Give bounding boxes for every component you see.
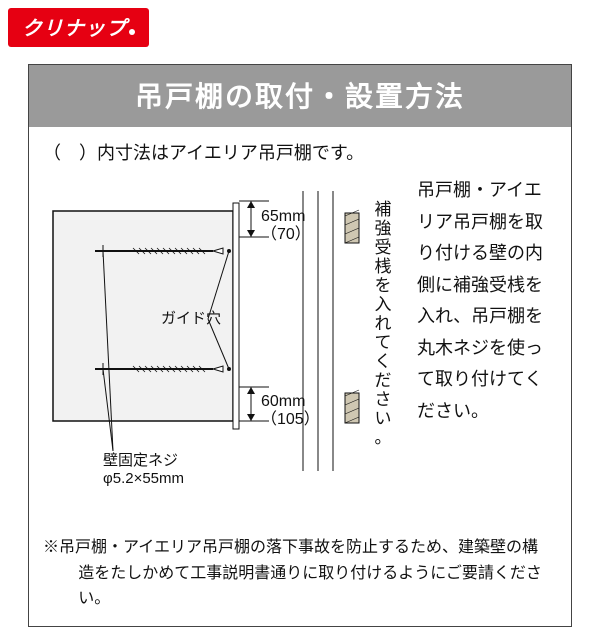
brand-dot-icon: [129, 29, 135, 35]
brand-logo: クリナップ: [8, 8, 149, 47]
svg-text:（70）: （70）: [261, 225, 311, 243]
instruction-text: 吊戸棚・アイエリア吊戸棚を取り付ける壁の内側に補強受桟を入れ、吊戸棚を丸木ネジを…: [417, 175, 557, 427]
svg-text:て: て: [375, 333, 392, 352]
svg-text:（105）: （105）: [261, 410, 320, 428]
panel-content: 65mm（70） 60mm（105） ガイド穴壁固定ネジφ5.2×55mm 補強受桟を…: [29, 171, 571, 531]
svg-text:補: 補: [375, 200, 392, 219]
panel-title: 吊戸棚の取付・設置方法: [29, 65, 571, 127]
svg-text:受: 受: [375, 238, 392, 257]
diagram: 65mm（70） 60mm（105） ガイド穴壁固定ネジφ5.2×55mm 補強受桟を…: [43, 171, 413, 491]
svg-text:さ: さ: [375, 390, 392, 409]
svg-text:φ5.2×55mm: φ5.2×55mm: [103, 470, 184, 487]
svg-text:ガイド穴: ガイド穴: [161, 310, 221, 327]
svg-text:強: 強: [375, 219, 392, 238]
svg-text:65mm: 65mm: [261, 208, 305, 225]
svg-text:く: く: [375, 352, 392, 371]
brand-name: クリナップ: [22, 18, 127, 40]
svg-text:60mm: 60mm: [261, 393, 305, 410]
svg-text:だ: だ: [375, 371, 392, 390]
instruction-panel: 吊戸棚の取付・設置方法 （ ）内寸法はアイエリア吊戸棚です。 65mm（70）6…: [28, 64, 572, 627]
footnote: ※吊戸棚・アイエリア吊戸棚の落下事故を防止するため、建築壁の構 造をたしかめて工…: [29, 531, 571, 626]
footnote-line-1: ※吊戸棚・アイエリア吊戸棚の落下事故を防止するため、建築壁の構: [43, 539, 538, 556]
svg-text:い: い: [375, 409, 392, 428]
svg-text:壁固定ネジ: 壁固定ネジ: [103, 452, 178, 469]
svg-text:。: 。: [375, 428, 392, 447]
svg-text:入: 入: [375, 295, 392, 314]
diagram-svg: 65mm（70） 60mm（105） ガイド穴壁固定ネジφ5.2×55mm 補強受桟を…: [43, 171, 413, 491]
svg-text:桟: 桟: [375, 257, 392, 276]
svg-text:れ: れ: [375, 314, 392, 333]
footnote-line-2: 造をたしかめて工事説明書通りに取り付けるようにご要請ください。: [43, 561, 557, 612]
svg-text:を: を: [375, 276, 392, 295]
panel-subtitle: （ ）内寸法はアイエリア吊戸棚です。: [29, 127, 571, 171]
